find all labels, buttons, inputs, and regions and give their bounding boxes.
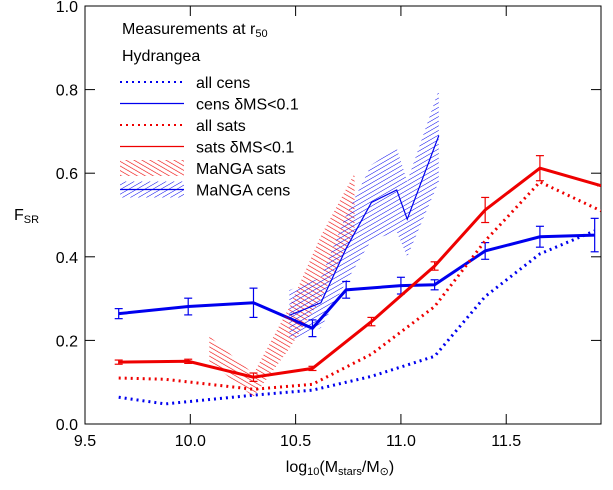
subtitle: Hydrangea — [122, 48, 200, 65]
legend-label: MaNGA cens — [196, 183, 290, 200]
annotation-part: 50 — [255, 28, 267, 40]
y-tick-label: 0.4 — [56, 250, 78, 267]
legend-label: sats δMS<0.1 — [196, 140, 294, 157]
error-bar — [114, 308, 123, 320]
error-bar — [308, 365, 317, 372]
y-axis-label-part: F — [14, 207, 24, 224]
legend-label: all cens — [196, 75, 250, 92]
error-bar — [535, 155, 544, 182]
legend-label: MaNGA sats — [196, 161, 286, 178]
x-tick-label: 10.0 — [175, 433, 206, 450]
plot-frame — [84, 5, 602, 425]
band-center-line — [289, 135, 440, 316]
x-axis-label-part: ) — [389, 459, 394, 476]
x-axis-label-part: 10 — [307, 466, 319, 478]
error-bar — [430, 261, 439, 271]
y-tick-label: 0.8 — [56, 83, 78, 100]
error-bar — [430, 279, 439, 291]
x-axis-label-part: ⊙ — [380, 466, 389, 478]
x-axis-label-part: (M — [319, 459, 338, 476]
x-axis-label-part: /M — [362, 459, 380, 476]
y-tick-label: 1.0 — [56, 0, 78, 16]
y-tick-label: 0.2 — [56, 333, 78, 350]
error-bar — [481, 196, 490, 224]
error-bar — [367, 316, 376, 327]
error-bar — [590, 217, 599, 253]
legend-swatch — [120, 160, 184, 176]
y-axis-label: FSR — [14, 207, 39, 226]
legend-label: cens δMS<0.1 — [196, 97, 299, 114]
error-bar — [184, 358, 193, 364]
x-axis-label-part: log — [286, 459, 307, 476]
x-tick-label: 11.5 — [491, 433, 521, 450]
annotation-part: Measurements at r — [122, 21, 256, 38]
y-tick-label: 0.0 — [56, 417, 78, 434]
error-bar — [249, 287, 258, 319]
x-tick-label: 11.0 — [386, 433, 416, 450]
series-line — [118, 233, 595, 331]
plot-area — [114, 89, 601, 406]
y-tick-label: 0.6 — [56, 166, 78, 183]
y-axis-label-part: SR — [24, 214, 39, 226]
error-bar — [114, 359, 123, 365]
x-axis-label-part: stars — [338, 466, 362, 478]
x-tick-label: 9.5 — [74, 433, 96, 450]
x-tick-label: 10.5 — [280, 433, 311, 450]
error-bar — [184, 297, 193, 316]
x-axis-label: log10(Mstars/M⊙) — [286, 459, 394, 478]
error-bar — [535, 225, 544, 248]
legend-label: all sats — [196, 118, 246, 135]
annotation: Measurements at r50 — [122, 21, 268, 40]
